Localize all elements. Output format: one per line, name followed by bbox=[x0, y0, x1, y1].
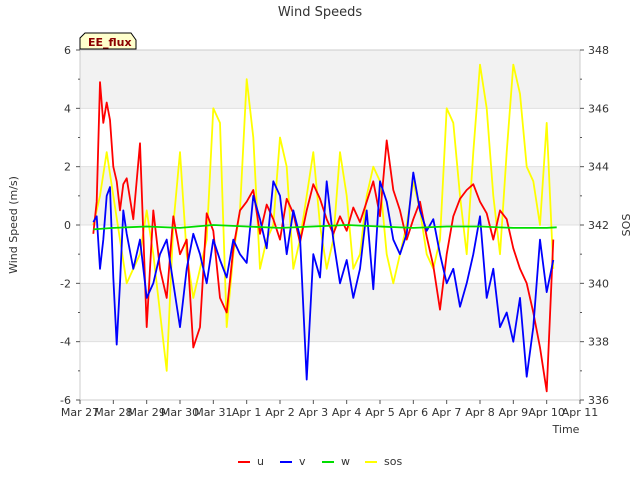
series-line-sos bbox=[92, 63, 555, 372]
x-tick-label: Mar 29 bbox=[128, 406, 166, 419]
plot-band bbox=[80, 341, 580, 400]
y2-axis-label: SOS bbox=[620, 214, 633, 237]
legend-label-u: u bbox=[257, 455, 264, 468]
plot-band bbox=[80, 283, 580, 342]
x-tick-label: Mar 31 bbox=[194, 406, 232, 419]
plot-band bbox=[80, 50, 580, 109]
y-tick-label: -2 bbox=[60, 277, 71, 290]
x-tick-label: Apr 7 bbox=[432, 406, 462, 419]
x-tick-label: Apr 8 bbox=[465, 406, 495, 419]
x-tick-label: Apr 10 bbox=[528, 406, 565, 419]
y-tick-label: 4 bbox=[64, 102, 71, 115]
y-axis-ticks: -6 -4 -2 0 2 4 6 bbox=[60, 44, 80, 407]
y-tick-label: 6 bbox=[64, 44, 71, 57]
x-tick-label: Mar 28 bbox=[94, 406, 132, 419]
legend-label-sos: sos bbox=[384, 455, 402, 468]
y2-tick-label: 340 bbox=[588, 277, 609, 290]
x-tick-label: Mar 30 bbox=[161, 406, 199, 419]
site-badge-box bbox=[79, 32, 137, 50]
x-axis-label: Time bbox=[552, 423, 580, 436]
y-tick-label: -4 bbox=[60, 336, 71, 349]
y2-tick-label: 338 bbox=[588, 336, 609, 349]
y-axis-label: Wind Speed (m/s) bbox=[7, 176, 20, 274]
x-tick-label: Apr 5 bbox=[365, 406, 395, 419]
y2-tick-label: 344 bbox=[588, 161, 609, 174]
y-tick-label: 0 bbox=[64, 219, 71, 232]
series-line-w bbox=[93, 224, 557, 231]
y2-axis-ticks: 336 338 340 342 344 346 348 bbox=[580, 44, 609, 407]
plot-band bbox=[80, 108, 580, 167]
site-badge-label: EE_flux bbox=[88, 36, 132, 49]
y-tick-label: -6 bbox=[60, 394, 71, 407]
legend-label-v: v bbox=[299, 455, 306, 468]
series-line-u bbox=[92, 81, 555, 393]
site-badge: EE_flux bbox=[79, 32, 137, 50]
legend: u v w sos bbox=[238, 455, 402, 468]
x-tick-label: Apr 3 bbox=[299, 406, 329, 419]
y2-tick-label: 346 bbox=[588, 102, 609, 115]
y2-tick-label: 342 bbox=[588, 219, 609, 232]
x-tick-label: Apr 11 bbox=[562, 406, 599, 419]
x-tick-label: Mar 27 bbox=[61, 406, 99, 419]
x-tick-label: Apr 4 bbox=[332, 406, 362, 419]
x-tick-label: Apr 9 bbox=[499, 406, 529, 419]
series-layer bbox=[92, 63, 557, 393]
y-tick-label: 2 bbox=[64, 161, 71, 174]
y2-tick-label: 336 bbox=[588, 394, 609, 407]
chart-title: Wind Speeds bbox=[278, 5, 363, 20]
x-tick-label: Apr 2 bbox=[265, 406, 295, 419]
series-line-v bbox=[92, 171, 555, 381]
x-tick-label: Apr 1 bbox=[232, 406, 262, 419]
y2-tick-label: 348 bbox=[588, 44, 609, 57]
x-tick-label: Apr 6 bbox=[399, 406, 429, 419]
legend-label-w: w bbox=[341, 455, 350, 468]
